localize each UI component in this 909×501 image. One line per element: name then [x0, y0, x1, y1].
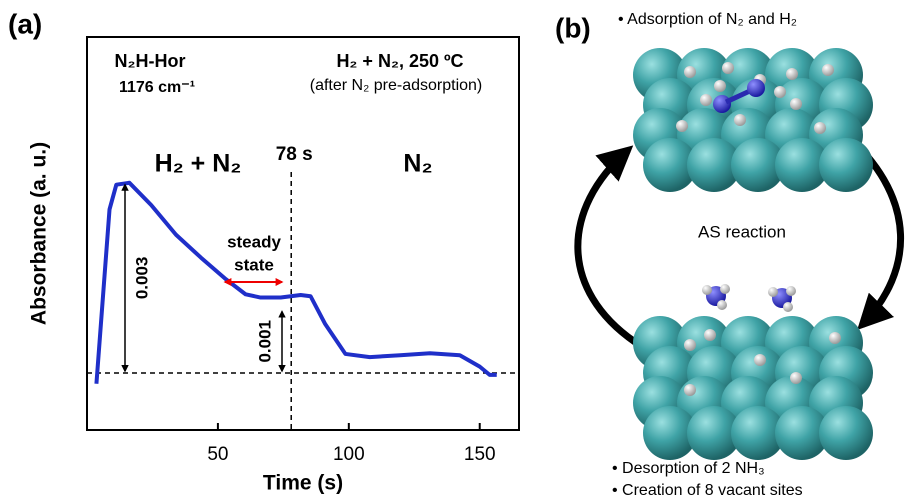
hydrogen-atom [717, 300, 727, 310]
x-axis-label: Time (s) [263, 472, 343, 495]
metal-atom [819, 138, 873, 192]
nitrogen-atom [713, 95, 731, 113]
hydrogen-atom [714, 80, 726, 92]
metal-atom [643, 138, 697, 192]
hydrogen-atom [700, 94, 712, 106]
phase-label: N₂ [403, 150, 432, 178]
species-label: N₂H-Hor [115, 51, 186, 71]
hydrogen-atom [768, 287, 778, 297]
caption: • Desorption of 2 NH₃ [612, 460, 765, 477]
hydrogen-atom [829, 332, 841, 344]
hydrogen-atom [754, 354, 766, 366]
magnitude-label: 0.001 [255, 320, 274, 363]
panel-label: (b) [555, 12, 591, 43]
magnitude-label: 0.003 [132, 257, 151, 300]
steady-label: steady [227, 232, 281, 251]
hydrogen-atom [684, 339, 696, 351]
reaction-label: AS reaction [698, 222, 786, 241]
metal-atom [775, 406, 829, 460]
hydrogen-atom [676, 120, 688, 132]
panel-b: (b) • Adsorption of N₂ and H₂ AS reactio… [555, 11, 904, 499]
metal-atom [819, 406, 873, 460]
hydrogen-atom [786, 286, 796, 296]
metal-atom [775, 138, 829, 192]
caption: • Creation of 8 vacant sites [612, 482, 803, 499]
panel-label: (a) [8, 8, 42, 39]
plot-frame [86, 36, 520, 431]
hydrogen-atom [783, 302, 793, 312]
cycle-arrow [574, 145, 637, 345]
metal-atom [687, 406, 741, 460]
panel-a: (a) 50 100 150 Time (s) Absorbance (a. u.) 78 … [8, 8, 520, 495]
condition-label: H₂ + N₂, 250 ºC [336, 51, 463, 71]
steady-label: state [234, 255, 274, 274]
metal-atom [731, 138, 785, 192]
hydrogen-atom [722, 62, 734, 74]
x-tick-label: 100 [333, 444, 365, 465]
hydrogen-atom [774, 86, 786, 98]
hydrogen-atom [790, 372, 802, 384]
hydrogen-atom [734, 114, 746, 126]
x-tick-label: 150 [464, 444, 496, 465]
hydrogen-atom [790, 98, 802, 110]
wavenumber-label: 1176 cm⁻¹ [119, 79, 195, 96]
caption: • Adsorption of N₂ and H₂ [618, 11, 797, 28]
hydrogen-atom [704, 329, 716, 341]
phase-label: H₂ + N₂ [155, 150, 242, 178]
hydrogen-atom [786, 68, 798, 80]
hydrogen-atom [814, 122, 826, 134]
hydrogen-atom [720, 284, 730, 294]
data-line [94, 180, 497, 384]
hydrogen-atom [702, 285, 712, 295]
hydrogen-atom [684, 66, 696, 78]
metal-atom [731, 406, 785, 460]
condition-note: (after N₂ pre-adsorption) [310, 77, 483, 94]
switch-label: 78 s [276, 144, 313, 165]
hydrogen-atom [822, 64, 834, 76]
metal-atom [687, 138, 741, 192]
hydrogen-atom [684, 384, 696, 396]
metal-atom [643, 406, 697, 460]
bond [724, 87, 754, 105]
x-tick-label: 50 [207, 444, 228, 465]
nitrogen-atom [747, 79, 765, 97]
y-axis-label: Absorbance (a. u.) [28, 142, 51, 325]
